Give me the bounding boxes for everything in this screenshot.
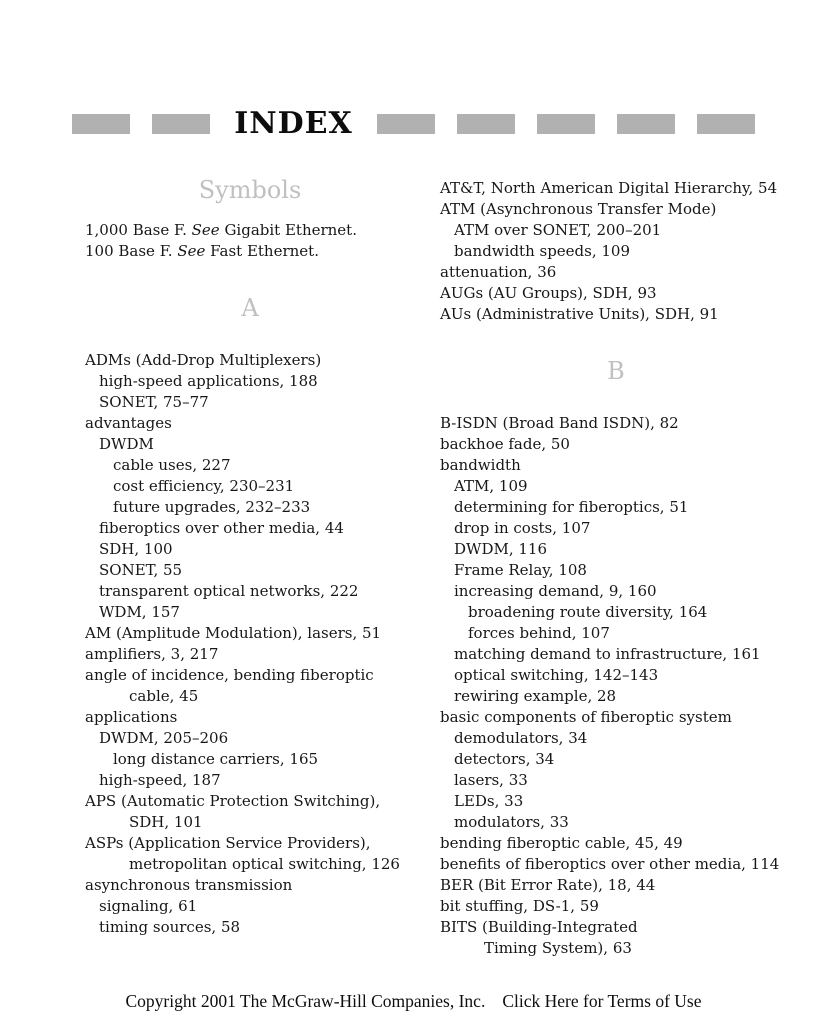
section-heading: Symbols [198,176,302,204]
page-title: INDEX [234,106,353,141]
index-entry: fiberoptics over other media, 44 [99,519,344,537]
index-entry: forces behind, 107 [468,624,610,642]
index-entry: future upgrades, 232–233 [113,498,311,516]
index-entry: determining for fiberoptics, 51 [454,498,689,516]
index-entry: AM (Amplitude Modulation), lasers, 51 [85,624,382,642]
decorative-bar [616,114,675,134]
header-bars-right [366,114,766,134]
index-entry: SDH, 100 [99,540,173,558]
index-entry: Frame Relay, 108 [454,561,587,579]
index-entry: lasers, 33 [454,771,528,789]
index-entry: transparent optical networks, 222 [99,582,359,600]
index-entry: B-ISDN (Broad Band ISDN), 82 [440,414,679,432]
index-entry: WDM, 157 [99,603,180,621]
index-entry: high-speed, 187 [99,771,221,789]
index-entry: BER (Bit Error Rate), 18, 44 [440,876,656,894]
decorative-bar [696,114,755,134]
index-entry: DWDM [99,435,154,453]
index-entry: metropolitan optical switching, 126 [129,855,400,873]
decorative-bar [152,114,211,134]
index-entry: drop in costs, 107 [454,519,591,537]
index-entry: bit stuffing, DS-1, 59 [440,897,599,915]
index-entry: bandwidth [440,456,521,474]
index-entry: angle of incidence, bending fiberoptic [85,666,374,684]
index-entry: timing sources, 58 [99,918,241,936]
index-header: INDEX [0,109,827,139]
index-column-1: Symbols 1,000 Base F. See Gigabit Etherne… [85,176,415,938]
index-entry: amplifiers, 3, 217 [85,645,219,663]
index-entry: ATM (Asynchronous Transfer Mode) [440,200,717,218]
footer: Copyright 2001 The McGraw-Hill Companies… [0,990,827,1012]
index-entry: detectors, 34 [454,750,555,768]
index-entry: basic components of fiberoptic system [440,708,732,726]
index-entry: 100 Base F. See Fast Ethernet. [85,242,319,260]
index-entry: DWDM, 205–206 [99,729,229,747]
index-entry: increasing demand, 9, 160 [454,582,657,600]
index-entry: applications [85,708,178,726]
header-bars-left [61,114,221,134]
index-entry: SONET, 55 [99,561,183,579]
index-entry: modulators, 33 [454,813,569,831]
index-entry: cable uses, 227 [113,456,231,474]
index-entry: DWDM, 116 [454,540,547,558]
index-entry: ATM, 109 [454,477,528,495]
index-entry: advantages [85,414,172,432]
index-entry: SONET, 75–77 [99,393,209,411]
index-entry: attenuation, 36 [440,263,557,281]
decorative-bar [72,114,131,134]
index-entry: broadening route diversity, 164 [468,603,708,621]
index-entry: LEDs, 33 [454,792,524,810]
index-entry: bending fiberoptic cable, 45, 49 [440,834,683,852]
section-heading: A [241,294,259,322]
index-entry: optical switching, 142–143 [454,666,659,684]
index-entry: Timing System), 63 [484,939,632,957]
index-entry: high-speed applications, 188 [99,372,318,390]
index-entry: SDH, 101 [129,813,203,831]
index-entry: rewiring example, 28 [454,687,617,705]
index-entry: ATM over SONET, 200–201 [454,221,662,239]
copyright-text: Copyright 2001 The McGraw-Hill Companies… [125,991,486,1011]
index-entry: cost efficiency, 230–231 [113,477,295,495]
index-entry: cable, 45 [129,687,199,705]
index-entry: ASPs (Application Service Providers), [85,834,371,852]
index-entry: AT&T, North American Digital Hierarchy, … [440,179,778,197]
index-entry: benefits of fiberoptics over other media… [440,855,780,873]
decorative-bar [376,114,435,134]
index-entry: AUGs (AU Groups), SDH, 93 [440,284,657,302]
index-entry: long distance carriers, 165 [113,750,319,768]
section-heading: B [607,357,625,385]
index-entry: matching demand to infrastructure, 161 [454,645,761,663]
index-column-2: AT&T, North American Digital Hierarchy, … [440,178,792,959]
index-entry: ADMs (Add-Drop Multiplexers) [85,351,322,369]
index-entry: asynchronous transmission [85,876,293,894]
decorative-bar [456,114,515,134]
index-entry: backhoe fade, 50 [440,435,570,453]
terms-of-use-link[interactable]: Click Here for Terms of Use [502,991,702,1011]
index-entry: bandwidth speeds, 109 [454,242,631,260]
index-entry: AUs (Administrative Units), SDH, 91 [440,305,719,323]
index-entry: demodulators, 34 [454,729,588,747]
index-entry: 1,000 Base F. See Gigabit Ethernet. [85,221,357,239]
decorative-bar [536,114,595,134]
index-entry: BITS (Building-Integrated [440,918,638,936]
index-entry: signaling, 61 [99,897,198,915]
index-entry: APS (Automatic Protection Switching), [85,792,381,810]
